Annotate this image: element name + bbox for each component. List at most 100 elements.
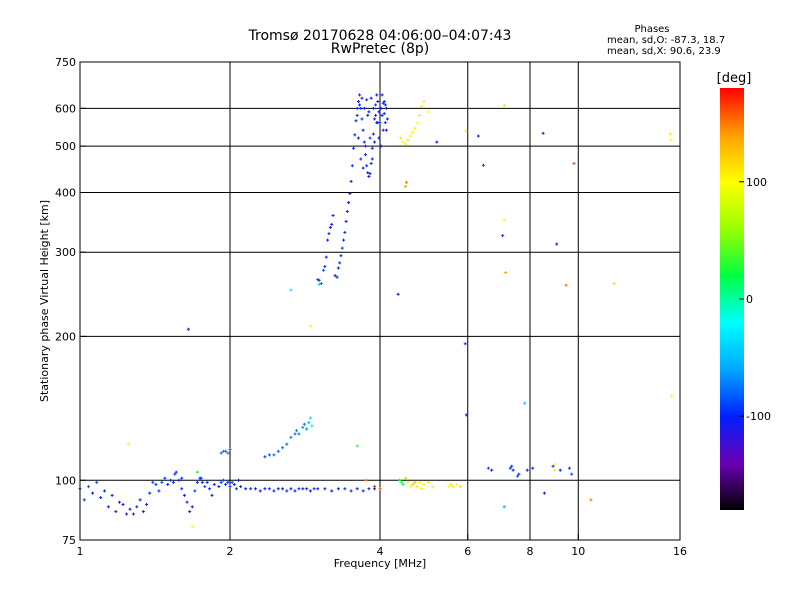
data-point <box>343 487 347 491</box>
data-point <box>366 171 370 175</box>
data-point <box>368 136 372 140</box>
data-point <box>267 487 271 491</box>
data-point <box>553 462 557 466</box>
data-point <box>195 480 199 484</box>
data-point <box>321 268 325 272</box>
x-tick-label: 6 <box>464 545 471 558</box>
data-point <box>361 128 365 132</box>
data-point <box>232 482 236 486</box>
data-point <box>95 480 99 484</box>
data-point <box>355 113 359 117</box>
data-point <box>355 487 359 491</box>
data-point <box>217 485 221 489</box>
data-point <box>464 413 468 417</box>
data-point <box>339 254 343 258</box>
data-point <box>502 104 506 108</box>
data-point <box>205 480 209 484</box>
data-point <box>354 119 358 123</box>
data-point <box>415 121 419 125</box>
data-point <box>263 455 267 459</box>
data-point <box>373 485 377 489</box>
data-point <box>373 140 377 144</box>
data-point <box>670 394 674 398</box>
data-point <box>464 129 468 133</box>
y-tick-label: 100 <box>55 474 76 487</box>
data-point <box>490 468 494 472</box>
data-point <box>422 482 426 486</box>
data-point <box>413 480 417 484</box>
data-point <box>141 510 145 514</box>
data-point <box>193 489 197 493</box>
data-point <box>542 491 546 495</box>
data-point <box>589 498 593 502</box>
data-point <box>157 489 161 493</box>
x-axis-label: Frequency [MHz] <box>334 557 426 570</box>
colorbar-unit-label: [deg] <box>717 71 752 86</box>
data-point <box>305 427 309 431</box>
y-tick-label: 500 <box>55 140 76 153</box>
data-point <box>374 103 378 107</box>
data-point <box>263 487 267 491</box>
data-point <box>163 476 167 480</box>
data-point <box>317 282 321 286</box>
chart-title-line1: Tromsø 20170628 04:06:00–04:07:43 <box>248 28 512 44</box>
data-point <box>408 485 412 489</box>
data-point <box>447 485 451 489</box>
data-point <box>289 435 293 439</box>
y-axis-label: Stationary phase Virtual Height [km] <box>38 200 51 402</box>
x-tick-label: 8 <box>527 545 534 558</box>
data-point <box>224 482 228 486</box>
data-point <box>336 266 340 270</box>
data-point <box>373 487 377 491</box>
data-point <box>367 110 371 114</box>
data-point <box>422 100 426 104</box>
data-point <box>285 489 289 493</box>
data-point <box>381 128 385 132</box>
data-point <box>347 201 351 205</box>
data-point <box>377 110 381 114</box>
data-point <box>362 106 366 110</box>
data-point <box>200 480 204 484</box>
data-point <box>368 172 372 176</box>
y-tick-label: 75 <box>62 534 76 547</box>
y-tick-label: 300 <box>55 246 76 259</box>
data-point <box>160 480 164 484</box>
data-point <box>221 449 225 453</box>
data-point <box>511 468 515 472</box>
colorbar-tick-label: -100 <box>746 410 771 423</box>
data-point <box>295 429 299 433</box>
data-point <box>356 136 360 140</box>
data-point <box>364 478 368 482</box>
data-point <box>523 401 527 405</box>
data-point <box>126 442 130 446</box>
data-point <box>234 487 238 491</box>
data-point <box>415 485 419 489</box>
data-point <box>361 166 365 170</box>
data-point <box>406 480 410 484</box>
data-point <box>195 470 199 474</box>
data-point <box>382 100 386 104</box>
data-point <box>370 146 374 150</box>
data-point <box>297 432 301 436</box>
x-tick-label: 4 <box>377 545 384 558</box>
data-point <box>106 505 110 509</box>
data-point <box>343 230 347 234</box>
data-point <box>403 476 407 480</box>
data-point <box>396 292 400 296</box>
data-point <box>352 146 356 150</box>
data-point <box>404 180 408 184</box>
data-point <box>382 112 386 116</box>
data-point <box>501 234 505 238</box>
data-point <box>369 96 373 100</box>
colorbar-tick-label: 100 <box>746 176 767 189</box>
data-point <box>135 505 139 509</box>
data-point <box>226 451 230 455</box>
data-point <box>173 472 177 476</box>
data-point <box>360 96 364 100</box>
data-point <box>267 453 271 457</box>
data-point <box>128 507 132 511</box>
data-point <box>208 487 212 491</box>
data-point <box>355 444 359 448</box>
data-point <box>531 466 535 470</box>
